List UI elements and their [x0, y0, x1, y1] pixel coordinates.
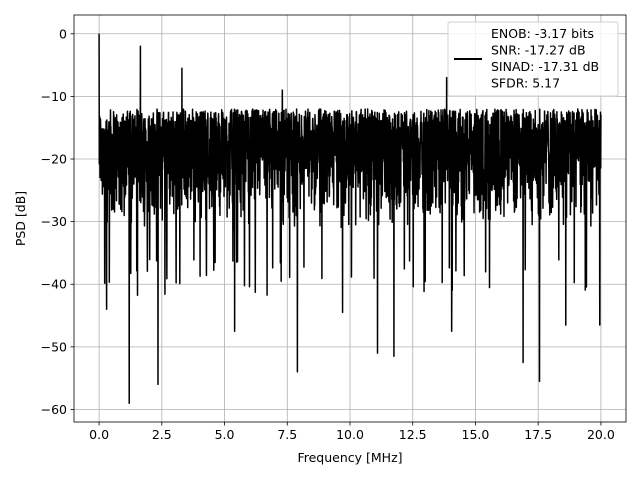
legend-entry-enob: ENOB: -3.17 bits	[491, 26, 594, 41]
y-tick-label: −40	[41, 277, 67, 292]
series-layer	[98, 33, 602, 404]
y-axis-label: PSD [dB]	[13, 191, 28, 246]
x-tick-label: 7.5	[277, 427, 297, 442]
legend-entry-snr: SNR: -17.27 dB	[491, 43, 586, 58]
legend: ENOB: -3.17 bits SNR: -17.27 dB SINAD: -…	[447, 21, 619, 97]
y-tick-label: −10	[41, 89, 67, 104]
x-tick-label: 10.0	[336, 427, 364, 442]
x-tick-label: 12.5	[399, 427, 427, 442]
y-axis: 0 −10 −20 −30 −40 −50 −60	[41, 26, 74, 417]
x-tick-label: 17.5	[524, 427, 552, 442]
y-tick-label: 0	[59, 26, 67, 41]
x-tick-label: 20.0	[587, 427, 615, 442]
y-tick-label: −20	[41, 152, 67, 167]
legend-entry-sfdr: SFDR: 5.17	[491, 76, 560, 91]
x-tick-label: 15.0	[462, 427, 490, 442]
x-tick-label: 0.0	[89, 427, 109, 442]
y-tick-label: −50	[41, 339, 67, 354]
legend-box	[447, 21, 619, 97]
x-axis-label: Frequency [MHz]	[297, 450, 402, 465]
x-tick-label: 5.0	[215, 427, 235, 442]
legend-entry-sinad: SINAD: -17.31 dB	[491, 59, 599, 74]
y-tick-label: −60	[41, 402, 67, 417]
psd-series-line	[98, 33, 602, 404]
x-axis: 0.0 2.5 5.0 7.5 10.0 12.5 15.0 17.5 20.0	[89, 422, 615, 442]
x-tick-label: 2.5	[152, 427, 172, 442]
y-tick-label: −30	[41, 214, 67, 229]
